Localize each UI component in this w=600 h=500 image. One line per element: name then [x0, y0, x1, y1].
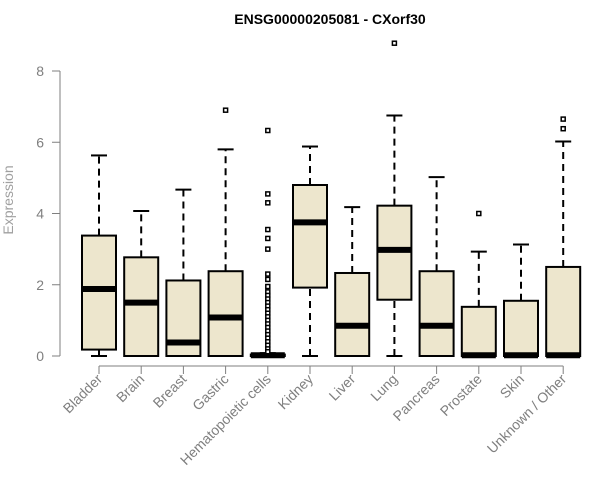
- iqr-box: [81, 234, 117, 351]
- iqr-box: [123, 256, 160, 358]
- outlier-point: [265, 348, 271, 355]
- box-bladder: [81, 154, 117, 357]
- outlier-point: [265, 226, 271, 233]
- outlier-point: [265, 246, 271, 252]
- outlier-point: [265, 191, 271, 197]
- y-tick-label: 8: [36, 63, 44, 79]
- iqr-box: [503, 299, 539, 357]
- outlier-point: [265, 127, 271, 134]
- iqr-box: [334, 271, 371, 357]
- box-hematopoietic-cells: [249, 127, 286, 359]
- y-tick-label: 6: [36, 134, 44, 150]
- boxes-layer: [81, 40, 582, 359]
- box-unknown-other: [545, 116, 582, 359]
- outlier-point: [265, 276, 271, 283]
- x-tick-label: Brain: [113, 371, 147, 405]
- outlier-point: [391, 40, 398, 46]
- box-breast: [165, 188, 202, 358]
- x-tick-label: Kidney: [275, 371, 317, 413]
- box-lung: [376, 40, 413, 357]
- chart-title: ENSG00000205081 - CXorf30: [234, 11, 426, 27]
- y-axis-label: Expression: [0, 165, 16, 234]
- outlier-point: [560, 125, 566, 132]
- box-brain: [123, 210, 160, 358]
- iqr-box: [292, 184, 328, 289]
- iqr-box: [418, 270, 455, 357]
- iqr-box: [545, 265, 582, 357]
- outlier-point: [222, 107, 229, 113]
- outlier-point: [265, 200, 271, 206]
- x-tick-label: Bladder: [60, 371, 106, 417]
- iqr-box: [460, 305, 497, 357]
- iqr-box: [207, 270, 244, 357]
- box-kidney: [292, 145, 328, 357]
- x-tick-label: Pancreas: [390, 371, 443, 424]
- box-pancreas: [418, 176, 455, 357]
- y-axis: 0 2 4 6 8: [36, 63, 61, 364]
- y-tick-label: 4: [36, 206, 44, 222]
- outlier-point: [265, 235, 271, 242]
- box-skin: [503, 243, 539, 359]
- x-tick-label: Prostate: [437, 371, 485, 419]
- outlier-point: [265, 283, 271, 290]
- outlier-point: [560, 116, 566, 122]
- x-tick-label: Skin: [497, 371, 528, 402]
- y-tick-label: 2: [36, 277, 44, 293]
- outlier-point: [265, 271, 271, 277]
- x-tick-label: Breast: [150, 371, 190, 411]
- outlier-point: [476, 210, 482, 217]
- x-tick-label: Liver: [326, 371, 359, 404]
- x-tick-label: Lung: [367, 371, 400, 404]
- y-tick-label: 0: [36, 348, 44, 364]
- x-tick-label: Unknown / Other: [484, 371, 570, 457]
- box-liver: [334, 206, 371, 357]
- box-prostate: [460, 210, 497, 359]
- box-gastric: [207, 107, 244, 357]
